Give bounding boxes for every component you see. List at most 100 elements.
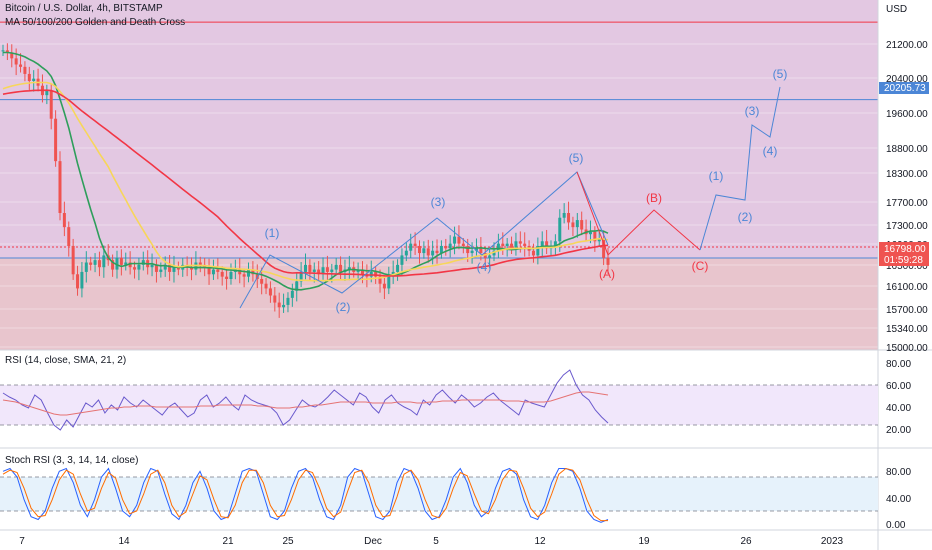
candle-body [242,274,246,277]
candle-body [545,241,549,249]
chart-title[interactable]: Bitcoin / U.S. Dollar, 4h, BITSTAMP [5,3,163,14]
candle-body [168,264,172,272]
candle-body [514,241,518,249]
candle-body [536,246,540,256]
candle-body [295,281,299,291]
horizontal-levels [0,21,878,259]
candle-body [558,217,562,242]
candle-body [308,264,312,272]
candle-body [216,269,220,272]
candle-body [492,250,496,256]
candle-body [290,290,294,298]
price-tick-label: 16500.00 [886,261,928,272]
candle-body [71,246,75,275]
candle-body [176,267,180,270]
candle-body [439,246,443,254]
candle-body [247,269,251,277]
candle-body [89,262,93,265]
candle-body [251,269,255,275]
currency-label: USD [886,4,907,15]
x-tick-label: 14 [118,536,130,547]
stoch-lines [2,467,609,523]
countdown-tag-text: 01:59:28 [884,255,923,266]
stoch-legend[interactable]: Stoch RSI (3, 3, 14, 14, close) [5,455,139,466]
candle-body [14,58,18,65]
candles [1,43,610,318]
candle-body [431,250,435,256]
candle-body [27,73,31,81]
price-tick-label: 16100.00 [886,282,928,293]
candle-body [5,50,9,53]
candle-body [479,248,483,254]
candle-body [207,267,211,275]
wave-label-blue: (3) [431,195,446,209]
candle-body [54,118,58,162]
rsi-legend[interactable]: RSI (14, close, SMA, 21, 2) [5,355,127,366]
candle-body [531,250,535,256]
candle-body [400,255,404,265]
candle-body [457,236,461,244]
candle-body [387,276,391,289]
rsi-bands [0,384,878,426]
candle-body [124,262,128,265]
candle-body [488,255,492,258]
wave-label-blue: (5) [773,67,788,81]
candle-body [238,269,242,275]
candle-body [84,262,88,272]
candle-body [260,279,264,284]
wave-label-blue: (2) [738,210,753,224]
candle-body [62,213,66,228]
wave-label-blue: (1) [709,169,724,183]
candle-body [448,243,452,249]
candle-body [128,262,132,268]
candle-body [225,276,229,279]
candle-body [540,241,544,246]
candle-body [562,213,566,218]
price-tick-label: 20400.00 [886,74,928,85]
level-tag-text: 20205.73 [884,83,926,94]
candle-body [317,269,321,275]
candle-body [172,267,176,272]
ma-line-2 [2,81,609,282]
candle-body [264,283,268,289]
x-tick-label: 5 [433,536,439,547]
candle-body [404,250,408,256]
candle-body [474,248,478,251]
candle-body [49,90,53,119]
candle-body [273,295,277,303]
candle-body [382,283,386,289]
candle-body [80,271,84,289]
candle-body [575,220,579,228]
x-axis: 7 14 21 25 Dec 5 12 19 26 2023 [19,536,843,547]
indicator-label[interactable]: MA 50/100/200 Golden and Death Cross [5,17,186,28]
price-tick-label: 18300.00 [886,169,928,180]
osc-tick-label: 20.00 [886,425,911,436]
wave-label-blue: (2) [336,300,351,314]
candle-body [409,243,413,251]
candle-body [606,257,610,265]
last-price-tag-bg [879,242,929,266]
candle-body [198,262,202,265]
candle-body [466,246,470,254]
price-tick-label: 18800.00 [886,144,928,155]
rsi-band-fill [0,385,878,425]
candle-body [330,269,334,272]
candle-body [268,288,272,296]
series-line-d [2,467,608,522]
candle-body [553,241,557,246]
candle-body [426,248,430,256]
candle-body [137,264,141,270]
y-axis-stoch: 80.00 40.00 0.00 [886,467,911,531]
x-tick-label: 19 [638,536,650,547]
elliott-waves [239,86,781,309]
candle-body [435,250,439,254]
x-tick-label: 26 [740,536,752,547]
candle-body [602,238,606,258]
wave-label-red: (B) [646,191,662,205]
candle-body [220,271,224,277]
candle-body [339,264,343,272]
candle-body [417,246,421,254]
candle-body [396,264,400,272]
